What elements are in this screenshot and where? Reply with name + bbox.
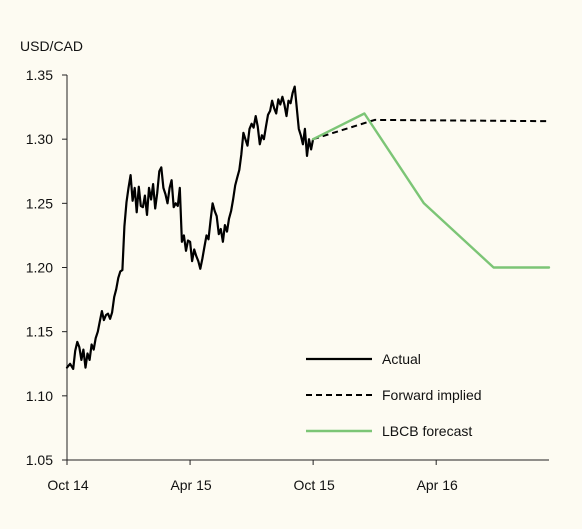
- x-tick-label: Apr 16: [417, 477, 458, 493]
- legend-label-1: Actual: [382, 351, 421, 367]
- y-tick-label: 1.20: [26, 260, 53, 276]
- x-tick-label: Apr 15: [170, 477, 211, 493]
- series-line-2: [312, 118, 550, 141]
- y-tick-label: 1.05: [26, 452, 53, 468]
- x-tick-label: Oct 15: [294, 477, 335, 493]
- series-line-3: [311, 112, 551, 269]
- y-tick-label: 1.30: [26, 131, 53, 147]
- x-tick-label: Oct 14: [47, 477, 88, 493]
- series-line-1: [65, 85, 315, 370]
- series-layer: [65, 85, 551, 370]
- legend-label-3: LBCB forecast: [382, 423, 472, 439]
- y-tick-label: 1.25: [26, 195, 53, 211]
- legend: Actual Forward implied LBCB forecast: [306, 351, 482, 439]
- y-tick-label: 1.35: [26, 67, 53, 83]
- legend-label-2: Forward implied: [382, 387, 482, 403]
- y-tick-label: 1.15: [26, 324, 53, 340]
- axes: 1.05 1.10 1.15 1.20 1.25 1.30 1.35 Oct 14 Apr 15…: [26, 67, 549, 493]
- y-tick-label: 1.10: [26, 388, 53, 404]
- y-axis-title: USD/CAD: [20, 38, 83, 54]
